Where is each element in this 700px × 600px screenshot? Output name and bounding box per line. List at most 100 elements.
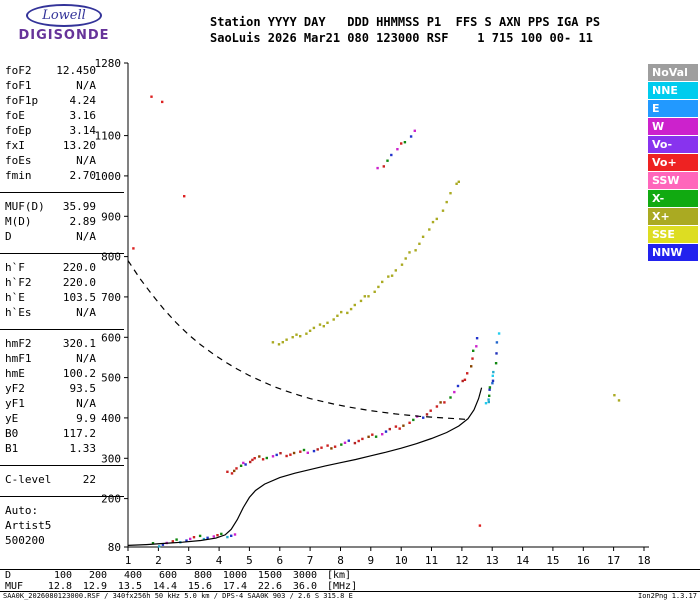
legend-item-x: X- (648, 190, 698, 207)
digisonde-logo-text: DIGISONDE (18, 28, 110, 43)
digisonde-logo: Lowell DIGISONDE (8, 4, 120, 43)
param-value: 13.20 (62, 139, 96, 152)
legend-item-x: X+ (648, 208, 698, 225)
legend-item-w: W (648, 118, 698, 135)
svg-text:6: 6 (276, 554, 283, 567)
svg-text:16: 16 (577, 554, 590, 567)
param-value: 35.99 (62, 200, 96, 213)
table-cell: 12.8 (47, 581, 72, 592)
param-value: 117.2 (62, 427, 96, 440)
param-label: Artist5 (5, 519, 52, 532)
table-unit: [km] (327, 570, 352, 581)
param-value: 1.33 (69, 442, 97, 455)
svg-text:10: 10 (395, 554, 408, 567)
svg-text:2: 2 (155, 554, 162, 567)
table-cell: 200 (88, 570, 107, 581)
param-value: 103.5 (62, 291, 96, 304)
footer-separator (0, 591, 700, 592)
param-value: 3.14 (69, 124, 97, 137)
param-fxi: fxI 13.20 (0, 138, 124, 153)
table-cell: 600 (158, 570, 177, 581)
param-value: N/A (76, 79, 96, 92)
svg-text:1000: 1000 (95, 170, 122, 183)
svg-text:700: 700 (101, 291, 121, 304)
param-label: MUF(D) (5, 200, 45, 213)
param-group: Auto: Artist5 500200 (0, 500, 124, 557)
param-label: yF2 (5, 382, 25, 395)
table-row-d: D 100 200 400 600 800 1000 1500 3000 [km] (5, 571, 357, 581)
header-line-labels: Station YYYY DAY DDD HHMMSS P1 FFS S AXN… (210, 15, 601, 29)
param-value: 3.16 (69, 109, 97, 122)
legend-item-sse: SSE (648, 226, 698, 243)
param-auto: Auto: (0, 503, 124, 518)
param-label: h`E (5, 291, 25, 304)
svg-text:7: 7 (307, 554, 314, 567)
param-label: h`F (5, 261, 25, 274)
svg-text:4: 4 (216, 554, 223, 567)
lowell-logo-oval: Lowell (26, 4, 102, 27)
param-foe: foE 3.16 (0, 108, 124, 123)
svg-text:5: 5 (246, 554, 253, 567)
footer: SAA0K_2026080123000.RSF / 340fx256h 50 k… (3, 593, 697, 600)
param-label: yE (5, 412, 19, 425)
legend-item-vo: Vo- (648, 136, 698, 153)
param-500200: 500200 (0, 533, 124, 548)
svg-text:400: 400 (101, 412, 121, 425)
ionogram-plot: 80 200 300 400 500 600 700 800 900 1000 1100 1280 1 2… (85, 55, 665, 580)
svg-text:1280: 1280 (95, 57, 122, 70)
svg-text:9: 9 (367, 554, 374, 567)
param-value: 22 (82, 473, 96, 486)
svg-text:14: 14 (516, 554, 530, 567)
table-cell: 13.5 (117, 581, 142, 592)
svg-text:15: 15 (546, 554, 559, 567)
param-he: h`E 103.5 (0, 290, 124, 305)
svg-text:12: 12 (455, 554, 468, 567)
param-label: hmF2 (5, 337, 32, 350)
legend-item-noval: NoVal (648, 64, 698, 81)
svg-text:900: 900 (101, 210, 121, 223)
param-label: foEp (5, 124, 32, 137)
svg-text:3: 3 (185, 554, 192, 567)
param-b1: B1 1.33 (0, 441, 124, 456)
table-cell: 15.6 (187, 581, 212, 592)
svg-text:1: 1 (125, 554, 132, 567)
param-hf: h`F 220.0 (0, 260, 124, 275)
table-unit: [MHz] (327, 581, 358, 592)
svg-text:18: 18 (637, 554, 650, 567)
param-group: h`F 220.0 h`F2 220.0 h`E 103.5 h`Es N/A (0, 257, 124, 330)
param-label: B1 (5, 442, 19, 455)
param-fmin: fmin 2.70 (0, 168, 124, 183)
param-fof2: foF2 12.450 (0, 63, 124, 78)
svg-text:80: 80 (108, 541, 121, 554)
param-clevel: C-level 22 (0, 472, 124, 487)
param-value: 320.1 (62, 337, 96, 350)
header-line-values: SaoLuis 2026 Mar21 080 123000 RSF 1 715 … (210, 31, 593, 45)
param-group: hmF2 320.1 hmF1 N/A hmE 100.2 yF2 93.5 yF1 N/A yE 9… (0, 333, 124, 466)
param-label: fmin (5, 169, 32, 182)
param-label: M(D) (5, 215, 32, 228)
parameter-panel: foF2 12.450 foF1 N/A foF1p 4.24 foE 3.16 foEp 3.1… (0, 60, 124, 560)
legend-item-nne: NNE (648, 82, 698, 99)
param-label: foF1p (5, 94, 39, 107)
param-label: yF1 (5, 397, 25, 410)
table-cell: 36.0 (292, 581, 317, 592)
table-cell: 100 (53, 570, 72, 581)
svg-text:800: 800 (101, 251, 121, 264)
param-hf2: h`F2 220.0 (0, 275, 124, 290)
table-top-separator (0, 569, 700, 570)
param-group: MUF(D) 35.99 M(D) 2.89 D N/A (0, 196, 124, 254)
param-label: foF2 (5, 64, 32, 77)
legend-item-nnw: NNW (648, 244, 698, 261)
param-foep: foEp 3.14 (0, 123, 124, 138)
param-fof1p: foF1p 4.24 (0, 93, 124, 108)
footer-program-version: Ion2Png 1.3.17 (637, 592, 697, 600)
param-value: 2.89 (69, 215, 97, 228)
svg-text:13: 13 (486, 554, 499, 567)
param-value: 9.9 (76, 412, 96, 425)
param-value: 220.0 (62, 261, 96, 274)
param-label: D (5, 230, 12, 243)
param-yf1: yF1 N/A (0, 396, 124, 411)
param-value: 12.450 (56, 64, 96, 77)
table-cell: 12.9 (82, 581, 107, 592)
param-ye: yE 9.9 (0, 411, 124, 426)
